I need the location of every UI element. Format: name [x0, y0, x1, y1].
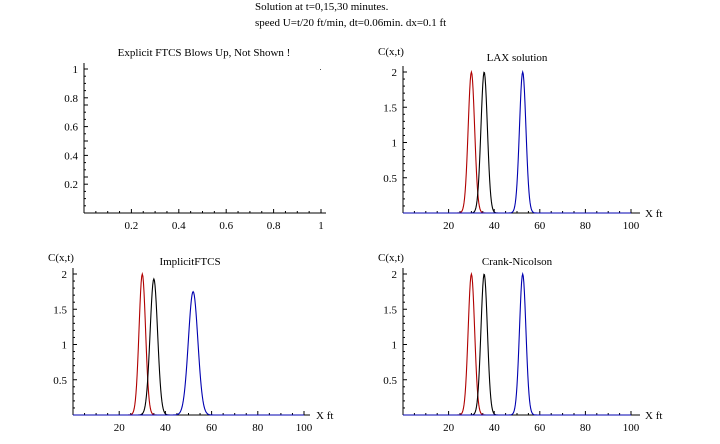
x-tick-label: 60 [534, 220, 546, 232]
x-tick-label: 0.6 [219, 220, 233, 232]
y-tick-label: 1 [392, 138, 398, 150]
y-tick-label: 0.5 [383, 173, 397, 185]
panel-implicit-ftcs: 20 40 60 80 100 0.5 1 1.5 2 ImplicitFTCS X ft C(x,t… [48, 252, 333, 434]
x-tick-label: 0.8 [267, 220, 281, 232]
y-tick-label: 1.5 [383, 102, 397, 114]
y-tick-label: 0.4 [64, 150, 78, 162]
series-line-t30 [403, 271, 631, 416]
x-tick-label: 40 [489, 422, 501, 434]
x-tick-label: 100 [623, 220, 640, 232]
y-tick-label: 0.6 [64, 122, 78, 134]
x-tick-label: 1 [318, 220, 324, 232]
y-tick-label: 2 [62, 269, 68, 281]
x-tick-label: 80 [252, 422, 264, 434]
y-tick-label: 0.5 [383, 375, 397, 387]
y-tick-label: 1 [392, 340, 398, 352]
y-tick-label: 2 [392, 67, 398, 79]
figure-header-line-1: Solution at t=0,15,30 minutes. [255, 1, 389, 13]
series-line-t30 [73, 290, 304, 416]
x-axis-label: X ft [645, 410, 662, 422]
y-tick-label: 2 [392, 269, 398, 281]
x-axis-label: X ft [316, 410, 333, 422]
y-axis-label: C(x,t) [48, 252, 74, 264]
figure-header-line-2: speed U=t/20 ft/min, dt=0.06min. dx=0.1 … [255, 17, 447, 29]
x-tick-label: 20 [114, 422, 126, 434]
series-line-t30 [403, 69, 631, 214]
panel-title: LAX solution [487, 52, 548, 64]
y-tick-label: 0.2 [64, 179, 78, 191]
panel-crank-nicolson: 20 40 60 80 100 0.5 1 1.5 2 Crank-Nicolson X ft C(x… [378, 252, 662, 434]
y-tick-label: 1.5 [53, 304, 67, 316]
y-axis-label: C(x,t) [378, 46, 404, 58]
x-axis-label: X ft [645, 208, 662, 220]
series-line-t15 [403, 71, 631, 214]
x-tick-label: 20 [443, 422, 455, 434]
y-axis-label: C(x,t) [378, 252, 404, 264]
x-tick-label: 0.2 [125, 220, 139, 232]
panel-title: ImplicitFTCS [159, 256, 220, 268]
x-tick-label: 40 [160, 422, 172, 434]
series-line-t15 [73, 277, 304, 416]
y-tick-label: 0.5 [53, 375, 67, 387]
panel-lax: 20 40 60 80 100 0.5 1 1.5 2 LAX solution X ft C(x,t… [378, 46, 662, 232]
series-line-t0 [403, 271, 631, 416]
x-tick-label: 20 [443, 220, 455, 232]
stray-dot [320, 69, 321, 70]
y-tick-label: 1 [73, 64, 79, 76]
x-tick-label: 100 [296, 422, 313, 434]
panel-title: Crank-Nicolson [482, 256, 553, 268]
x-tick-label: 80 [580, 220, 592, 232]
x-tick-label: 60 [206, 422, 218, 434]
panel-explicit-ftcs: 0.2 0.4 0.6 0.8 1 0.2 0.4 0.6 0.8 1 Explicit FTCS … [64, 47, 326, 232]
y-tick-label: 1 [62, 340, 68, 352]
x-tick-label: 40 [489, 220, 501, 232]
series-line-t15 [403, 273, 631, 416]
y-tick-label: 1.5 [383, 304, 397, 316]
x-tick-label: 80 [580, 422, 592, 434]
x-tick-label: 0.4 [172, 220, 186, 232]
series-line-t0 [403, 69, 631, 214]
x-tick-label: 100 [623, 422, 640, 434]
y-tick-label: 0.8 [64, 93, 78, 105]
x-tick-label: 60 [534, 422, 546, 434]
panel-title: Explicit FTCS Blows Up, Not Shown ! [118, 47, 291, 59]
